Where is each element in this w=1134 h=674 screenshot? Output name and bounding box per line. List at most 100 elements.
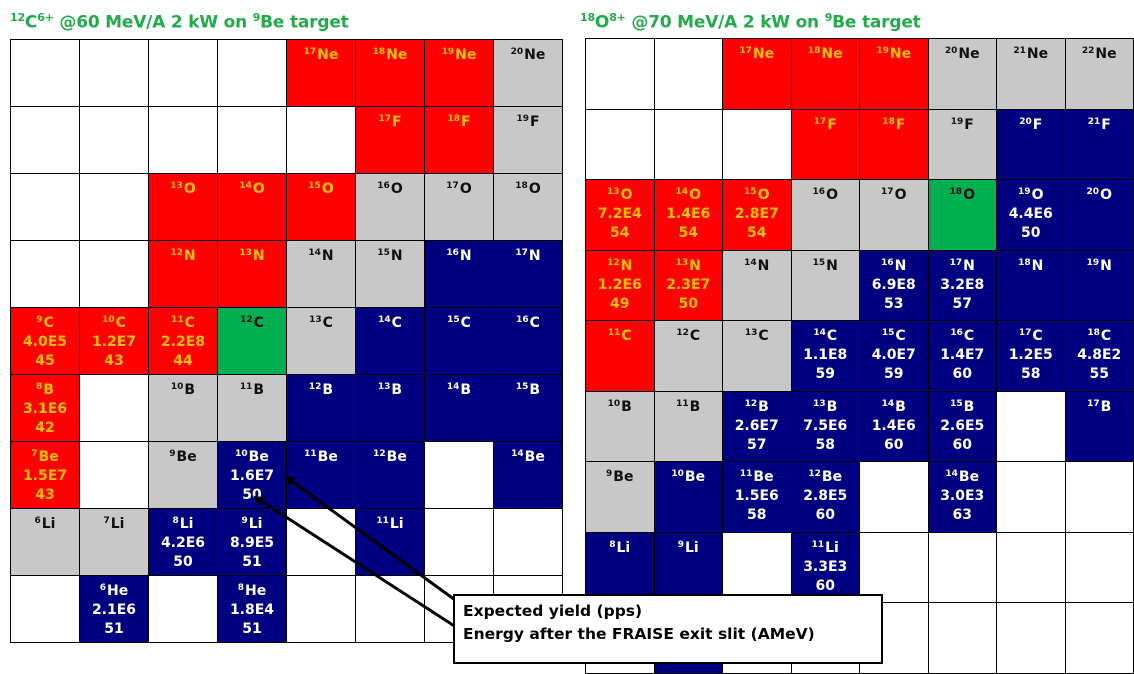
right-nuclide-chart: 17Ne 18Ne 19Ne 20Ne 21Ne 22Ne 17F 18F 19F 20F 21F 1… [585, 38, 1134, 674]
energy-value: 44 [173, 353, 193, 369]
nuclide-label: 14Be [511, 449, 545, 465]
chart-row: 13O 7.2E4 54 14O 1.4E6 54 15O 2.8E7 54 16O 17O 18O 1… [585, 179, 1134, 251]
empty-cell [286, 575, 356, 643]
nuclide-label: 8Li [172, 516, 194, 532]
yield-value: 1.2E6 [597, 276, 642, 293]
yield-value: 1.4E7 [940, 347, 985, 363]
nuclide-cell-19f: 19F [927, 108, 997, 180]
nuclide-label: 18Ne [807, 46, 843, 62]
nuclide-cell-13o: 13O 7.2E4 54 [585, 179, 655, 251]
nuclide-label: 9C [36, 315, 54, 331]
nuclide-cell-17ne: 17Ne [286, 39, 356, 107]
energy-value: 54 [678, 225, 698, 241]
chart-row: 17Ne 18Ne 19Ne 20Ne [10, 39, 563, 107]
energy-value: 60 [952, 366, 972, 382]
empty-cell [585, 108, 655, 180]
nuclide-label: 17F [813, 116, 837, 133]
nuclide-cell-21f: 21F [1064, 108, 1134, 180]
nuclide-cell-16n: 16N 6.9E8 53 [859, 249, 929, 321]
empty-cell [79, 374, 149, 442]
chart-row: 9C 4.0E5 45 10C 1.2E7 43 11C 2.2E8 44 12C 13C 14C 15… [10, 307, 563, 375]
nuclide-cell-10b: 10B [585, 390, 655, 462]
energy-value: 58 [747, 507, 767, 523]
nuclide-cell-6he: 6He 2.1E6 51 [79, 575, 149, 643]
nuclide-cell-9li: 9Li 8.9E5 51 [217, 508, 287, 576]
nuclide-label: 18F [882, 116, 906, 133]
nuclide-label: 11Li [811, 539, 839, 556]
yield-value: 1.6E7 [229, 468, 275, 484]
nuclide-cell-11b: 11B [217, 374, 287, 442]
empty-cell [653, 108, 723, 180]
nuclide-label: 13B [813, 398, 838, 415]
nuclide-cell-17n: 17N [493, 240, 563, 308]
nuclide-label: 18N [1018, 257, 1044, 274]
nuclide-cell-9c: 9C 4.0E5 45 [10, 307, 80, 375]
empty-cell [217, 106, 287, 174]
nuclide-label: 15B [515, 382, 541, 398]
empty-cell [859, 531, 929, 603]
nuclide-label: 19Ne [876, 46, 912, 62]
nuclide-cell-13o: 13O [148, 173, 218, 241]
nuclide-label: 7Li [103, 516, 125, 532]
nuclide-label: 12B [744, 398, 769, 415]
nuclide-label: 14Be [945, 469, 980, 485]
empty-cell [424, 508, 494, 576]
energy-value: 59 [884, 366, 904, 382]
nuclide-cell-17o: 17O [859, 179, 929, 251]
nuclide-cell-10be: 10Be [653, 461, 723, 533]
nuclide-cell-10be: 10Be 1.6E7 50 [217, 441, 287, 509]
nuclide-cell-19f: 19F [493, 106, 563, 174]
chart-row: 17Ne 18Ne 19Ne 20Ne 21Ne 22Ne [585, 38, 1134, 110]
left-chart-title: 12C6+ @60 MeV/A 2 kW on 9Be target [10, 11, 349, 33]
empty-cell [10, 575, 80, 643]
annotation-arrows [253, 475, 463, 629]
nuclide-label: 15C [881, 328, 906, 344]
nuclide-label: 11Li [376, 516, 404, 532]
nuclide-cell-14b: 14B [424, 374, 494, 442]
nuclide-label: 20O [1086, 187, 1112, 203]
nuclide-cell-20ne: 20Ne [493, 39, 563, 107]
nuclide-cell-20o: 20O [1064, 179, 1134, 251]
nuclide-cell-18o: 18O [493, 173, 563, 241]
energy-value: 51 [104, 621, 124, 637]
yield-value: 1.4E6 [871, 417, 916, 434]
energy-value: 60 [952, 436, 972, 453]
nuclide-label: 18C [1087, 328, 1112, 344]
energy-value: 43 [104, 353, 124, 369]
nuclide-label: 15B [950, 398, 975, 415]
nuclide-cell-12be: 12Be [355, 441, 425, 509]
nuclide-label: 11Be [304, 449, 338, 465]
nuclide-label: 17O [881, 187, 907, 203]
energy-value: 49 [610, 295, 630, 312]
right-chart-title: 18O8+ @70 MeV/A 2 kW on 9Be target [580, 11, 921, 33]
yield-value: 2.8E7 [734, 206, 779, 222]
nuclide-label: 13O [607, 187, 633, 203]
yield-value: 1.5E6 [734, 488, 779, 504]
empty-cell [424, 441, 494, 509]
empty-cell [148, 106, 218, 174]
nuclide-label: 17Ne [303, 47, 339, 63]
nuclide-cell-16c: 16C 1.4E7 60 [927, 320, 997, 392]
empty-cell [996, 531, 1066, 603]
energy-value: 51 [242, 621, 262, 637]
nuclide-label: 14B [881, 398, 906, 415]
nuclide-label: 22Ne [1081, 46, 1117, 62]
energy-value: 60 [884, 436, 904, 453]
empty-cell [996, 461, 1066, 533]
yield-value: 1.2E7 [91, 334, 137, 350]
nuclide-cell-12n: 12N [148, 240, 218, 308]
nuclide-cell-19n: 19N [1064, 249, 1134, 321]
nuclide-label: 12Be [373, 449, 407, 465]
nuclide-label: 14O [675, 187, 701, 203]
nuclide-cell-18ne: 18Ne [790, 38, 860, 110]
nuclide-label: 12Be [808, 469, 843, 485]
empty-cell [10, 106, 80, 174]
nuclide-label: 16C [516, 315, 540, 331]
nuclide-label: 12C [240, 315, 264, 331]
chart-row: 6Li 7Li 8Li 4.2E6 50 9Li 8.9E5 51 11Li [10, 508, 563, 576]
energy-value: 50 [173, 554, 193, 570]
nuclide-label: 16O [377, 181, 403, 197]
nuclide-cell-17c: 17C 1.2E5 58 [996, 320, 1066, 392]
empty-cell [79, 106, 149, 174]
nuclide-label: 15O [744, 187, 770, 203]
